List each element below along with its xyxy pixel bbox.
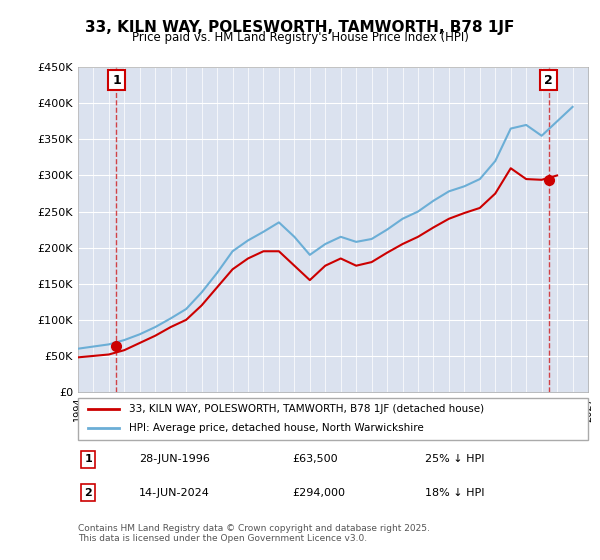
Text: 25% ↓ HPI: 25% ↓ HPI	[425, 454, 484, 464]
Text: 33, KILN WAY, POLESWORTH, TAMWORTH, B78 1JF (detached house): 33, KILN WAY, POLESWORTH, TAMWORTH, B78 …	[129, 404, 484, 414]
Text: 28-JUN-1996: 28-JUN-1996	[139, 454, 210, 464]
Text: 18% ↓ HPI: 18% ↓ HPI	[425, 488, 484, 498]
Text: £63,500: £63,500	[292, 454, 338, 464]
Text: £294,000: £294,000	[292, 488, 345, 498]
Text: 33, KILN WAY, POLESWORTH, TAMWORTH, B78 1JF: 33, KILN WAY, POLESWORTH, TAMWORTH, B78 …	[85, 20, 515, 35]
Text: 1: 1	[85, 454, 92, 464]
Text: Price paid vs. HM Land Registry's House Price Index (HPI): Price paid vs. HM Land Registry's House …	[131, 31, 469, 44]
Text: Contains HM Land Registry data © Crown copyright and database right 2025.
This d: Contains HM Land Registry data © Crown c…	[78, 524, 430, 543]
FancyBboxPatch shape	[78, 398, 588, 440]
Text: 1: 1	[112, 74, 121, 87]
Text: 2: 2	[85, 488, 92, 498]
Text: HPI: Average price, detached house, North Warwickshire: HPI: Average price, detached house, Nort…	[129, 423, 424, 433]
Text: 14-JUN-2024: 14-JUN-2024	[139, 488, 210, 498]
Text: 2: 2	[544, 74, 553, 87]
